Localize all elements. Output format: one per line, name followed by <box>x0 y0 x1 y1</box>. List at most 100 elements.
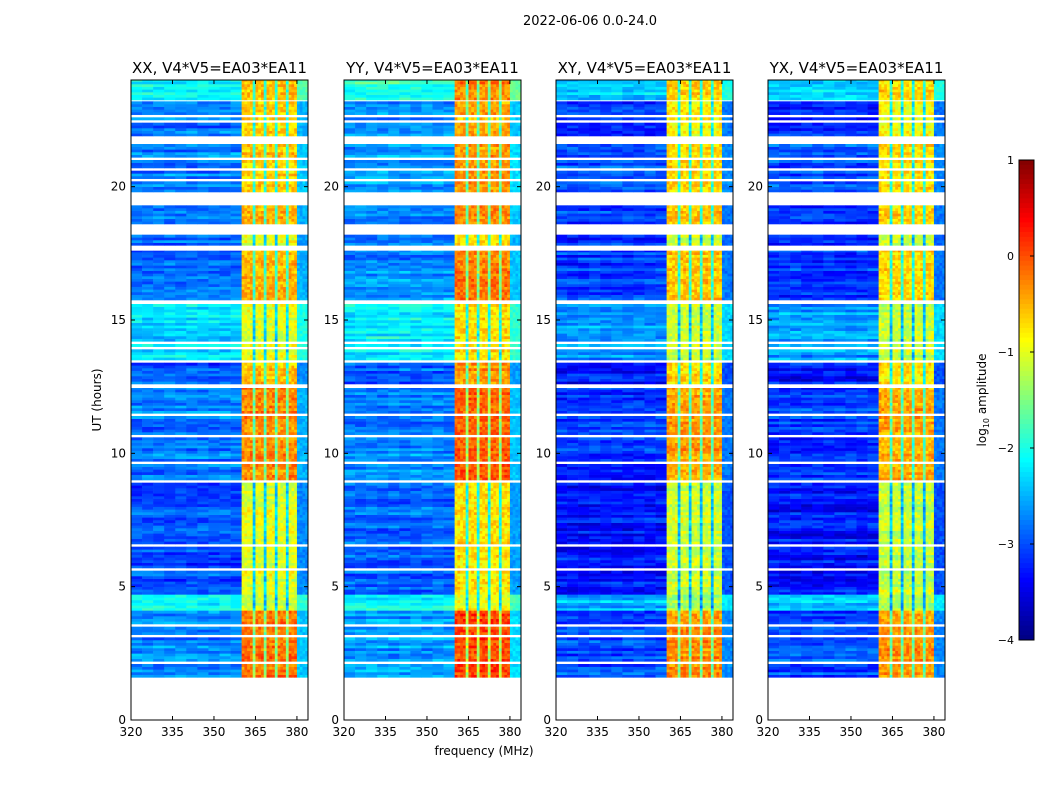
heatmap-cell <box>153 557 165 561</box>
heatmap-cell <box>274 80 278 82</box>
heatmap-cell <box>230 109 242 113</box>
heatmap-cell <box>247 289 251 293</box>
heatmap-cell <box>294 552 298 555</box>
heatmap-cell <box>244 418 248 422</box>
heatmap-cell <box>299 265 303 269</box>
heatmap-cell <box>230 92 242 95</box>
heatmap-cell <box>305 80 309 82</box>
heatmap-cell <box>153 581 165 585</box>
heatmap-cell <box>249 549 253 553</box>
heatmap-cell <box>291 562 295 566</box>
heatmap-cell <box>277 365 281 369</box>
heatmap-cell <box>280 160 284 163</box>
heatmap-cell <box>164 328 176 331</box>
heatmap-cell <box>197 528 209 531</box>
heatmap-cell <box>255 165 259 169</box>
heatmap-cell <box>277 546 281 550</box>
heatmap-cell <box>260 312 265 315</box>
heatmap-cell <box>219 530 231 534</box>
heatmap-cell <box>288 173 292 177</box>
heatmap-cell <box>219 317 231 321</box>
heatmap-cell <box>299 165 303 169</box>
heatmap-cell <box>277 405 281 409</box>
heatmap-cell <box>277 589 281 593</box>
heatmap-cell <box>255 469 259 473</box>
heatmap-cell <box>269 546 273 550</box>
heatmap-cell <box>266 554 270 558</box>
heatmap-cell <box>285 477 289 481</box>
heatmap-cell <box>208 416 220 419</box>
heatmap-cell <box>164 268 176 271</box>
heatmap-cell <box>269 205 273 209</box>
heatmap-cell <box>269 304 273 307</box>
heatmap-cell <box>263 546 267 550</box>
heatmap-cell <box>241 106 245 110</box>
heatmap-cell <box>283 578 287 582</box>
heatmap-cell <box>294 144 298 147</box>
heatmap-cell <box>260 276 265 279</box>
heatmap-cell <box>244 472 248 475</box>
heatmap-cell <box>272 581 276 585</box>
heatmap-cell <box>244 560 248 563</box>
heatmap-cell <box>263 349 267 353</box>
heatmap-cell <box>241 536 245 539</box>
heatmap-cell <box>249 213 253 217</box>
heatmap-cell <box>294 418 298 422</box>
heatmap-cell <box>258 184 262 187</box>
heatmap-cell <box>274 286 278 290</box>
heatmap-cell <box>208 273 220 277</box>
heatmap-cell <box>305 578 309 582</box>
heatmap-cell <box>277 101 281 105</box>
heatmap-cell <box>272 530 276 534</box>
heatmap-cell <box>153 242 165 246</box>
heatmap-cell <box>244 160 248 163</box>
heatmap-cell <box>291 234 295 238</box>
heatmap-cell <box>164 165 176 169</box>
heatmap-cell <box>247 554 251 558</box>
heatmap-cell <box>252 533 256 537</box>
heatmap-cell <box>280 317 284 321</box>
heatmap-cell <box>302 268 306 271</box>
heatmap-cell <box>269 466 273 470</box>
heatmap-cell <box>241 306 245 310</box>
heatmap-cell <box>296 573 301 577</box>
heatmap-cell <box>247 278 251 282</box>
heatmap-cell <box>294 106 298 110</box>
heatmap-cell <box>277 354 281 358</box>
heatmap-cell <box>197 122 209 126</box>
heatmap-cell <box>291 421 295 425</box>
heatmap-cell <box>274 338 278 342</box>
heatmap-cell <box>299 125 303 129</box>
heatmap-cell <box>260 252 265 255</box>
heatmap-cell <box>274 317 278 321</box>
heatmap-cell <box>266 260 270 263</box>
heatmap-cell <box>296 405 301 409</box>
heatmap-cell <box>153 286 165 290</box>
heatmap-cell <box>208 252 220 255</box>
heatmap-cell <box>219 312 231 315</box>
heatmap-cell <box>252 213 256 217</box>
heatmap-cell <box>260 456 265 459</box>
heatmap-cell <box>263 213 267 217</box>
heatmap-cell <box>274 273 278 277</box>
heatmap-cell <box>197 370 209 374</box>
heatmap-cell <box>272 338 276 342</box>
heatmap-cell <box>142 325 154 329</box>
heatmap-cell <box>175 309 187 313</box>
heatmap-cell <box>288 189 292 193</box>
heatmap-cell <box>131 152 143 155</box>
heatmap-cell <box>305 181 309 185</box>
heatmap-cell <box>175 538 187 542</box>
heatmap-cell <box>291 92 295 95</box>
heatmap-cell <box>285 154 289 158</box>
heatmap-cell <box>175 205 187 209</box>
heatmap-cell <box>260 322 265 326</box>
heatmap-cell <box>175 317 187 321</box>
heatmap-cell <box>305 466 309 470</box>
heatmap-cell <box>302 552 306 555</box>
heatmap-cell <box>260 338 265 342</box>
heatmap-cell <box>263 405 267 409</box>
heatmap-cell <box>241 584 245 587</box>
heatmap-cell <box>252 186 256 190</box>
heatmap-cell <box>175 388 187 390</box>
